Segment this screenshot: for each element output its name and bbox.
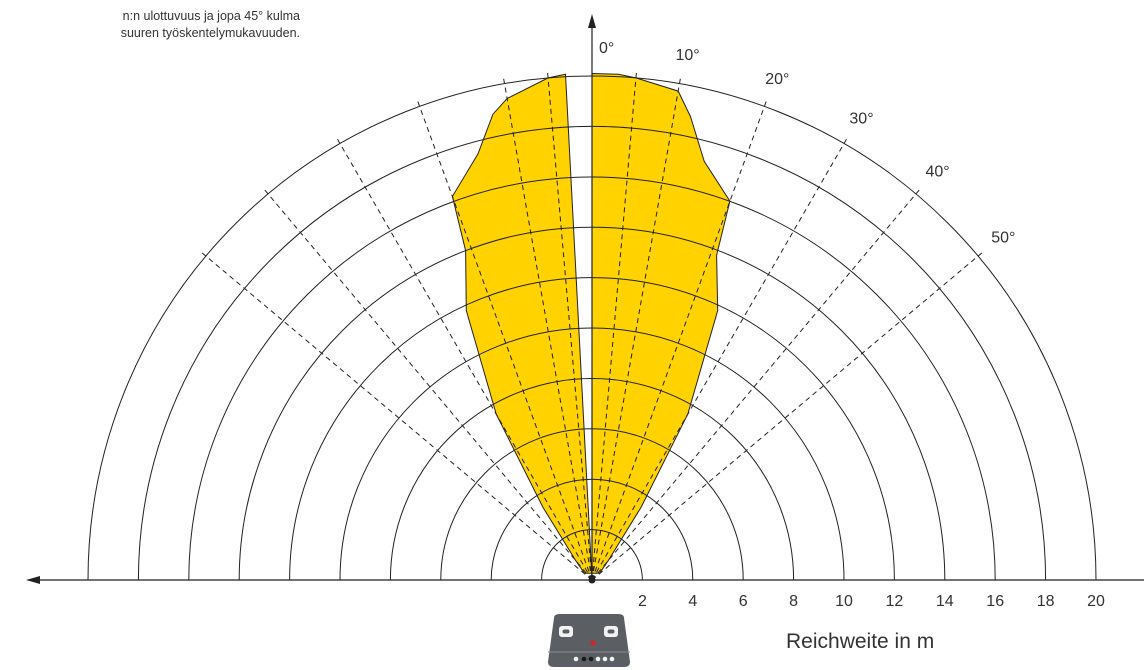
x-tick-label: 6 (739, 593, 748, 610)
caption-line-1: n:n ulottuvuus ja jopa 45° kulma (122, 9, 300, 23)
angle-label: 30° (849, 110, 873, 127)
angle-guide (591, 187, 922, 581)
angle-guide (591, 76, 682, 581)
axes-layer (26, 14, 1144, 584)
x-tick-label: 14 (936, 593, 954, 610)
x-tick-label: 12 (886, 593, 904, 610)
angle-guide (335, 136, 593, 581)
angle-label: 40° (925, 164, 949, 181)
angle-label: 0° (599, 40, 614, 57)
angle-guide (546, 70, 593, 581)
x-axis-arrow (26, 576, 40, 584)
angle-guide (591, 99, 768, 581)
x-tick-label: 2 (638, 593, 647, 610)
angle-guide (262, 187, 593, 581)
y-axis-arrow (588, 14, 596, 28)
caption: n:n ulottuvuus ja jopa 45° kulma suuren … (0, 8, 320, 42)
x-tick-label: 20 (1087, 593, 1105, 610)
labels-layer: 2 4 6 8 10 12 14 16 18 20 0° 10° 20° 30° 40° 50° (599, 40, 1105, 610)
angle-label: 50° (991, 229, 1015, 246)
x-tick-label: 8 (789, 593, 798, 610)
detection-zone-layer (451, 72, 731, 581)
detection-zone-area (451, 72, 731, 581)
sensor-origin (588, 576, 596, 584)
sensor-device-icon (548, 614, 630, 667)
angle-label: 20° (765, 71, 789, 88)
x-tick-label: 10 (835, 593, 853, 610)
angle-guide (591, 136, 849, 581)
angle-guide (591, 250, 985, 581)
angle-guide (591, 70, 638, 581)
angle-guide (416, 99, 593, 581)
angle-guide (199, 250, 593, 581)
angle-guide (502, 76, 593, 581)
x-tick-label: 4 (688, 593, 697, 610)
angle-guides-layer (199, 70, 985, 581)
x-tick-label: 16 (986, 593, 1004, 610)
caption-line-2: suuren työskentelymukavuuden. (120, 26, 300, 40)
angle-label: 10° (675, 47, 699, 64)
x-tick-label: 18 (1037, 593, 1055, 610)
x-axis-label: Reichweite in m (786, 630, 935, 653)
